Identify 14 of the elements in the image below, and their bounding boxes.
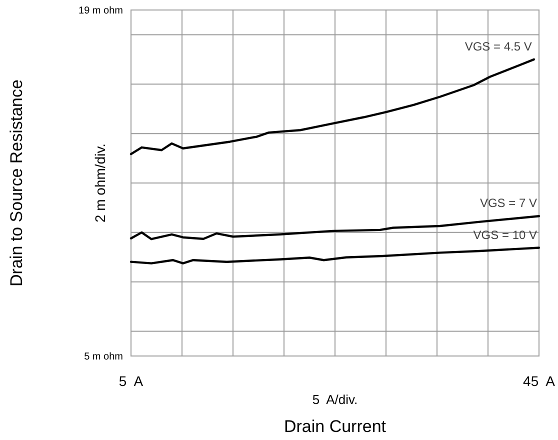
x-tick-label: 5 A — [118, 373, 144, 389]
y-tick-label: 5 m ohm — [84, 352, 123, 362]
line-series — [130, 246, 540, 264]
text: 2 m ohm/div. — [92, 143, 108, 223]
line-series — [130, 58, 535, 156]
series-label: VGS = 4.5 V — [464, 39, 532, 54]
x-tick-label: 45 A — [523, 373, 556, 389]
series-label: VGS = 7 V — [480, 196, 537, 210]
series-label: VGS = 10 V — [473, 228, 537, 242]
y-tick-label: 19 m ohm — [78, 6, 123, 16]
division-note: 5 A/div. — [312, 392, 358, 407]
line-series — [130, 215, 540, 240]
x-axis-title: Drain Current — [284, 417, 386, 436]
y-axis-title: Drain to Source Resistance — [7, 80, 26, 286]
